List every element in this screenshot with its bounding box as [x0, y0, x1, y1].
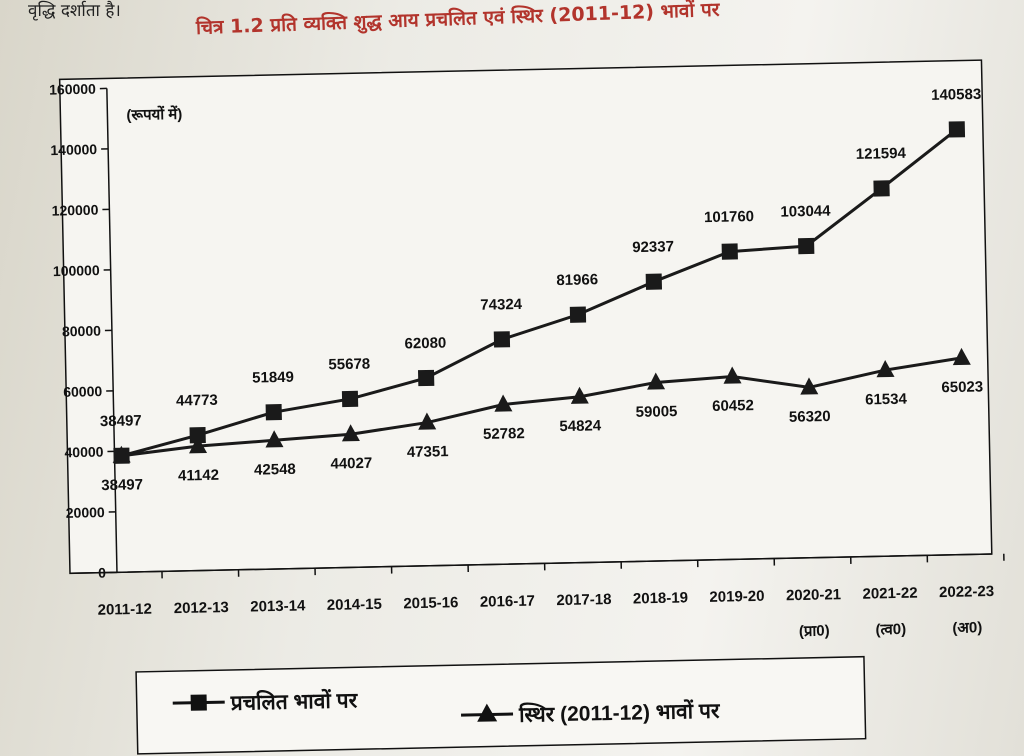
square-marker — [189, 426, 206, 444]
legend-box — [135, 655, 867, 755]
x-tick-label: 2018-19 — [633, 589, 688, 607]
square-marker — [645, 273, 662, 290]
data-label-constant: 65023 — [941, 378, 983, 396]
data-label-current: 121594 — [856, 145, 907, 163]
y-tick-label: 20000 — [66, 504, 105, 521]
x-tick-label: 2011-12 — [97, 601, 152, 619]
data-label-constant: 52782 — [483, 425, 525, 443]
data-label-constant: 59005 — [636, 403, 678, 421]
triangle-marker — [952, 347, 971, 366]
series-markers — [112, 121, 971, 464]
triangle-marker — [418, 412, 437, 430]
series-line-current — [121, 128, 958, 458]
y-tick-label: 100000 — [53, 262, 100, 279]
triangle-marker — [570, 386, 589, 404]
x-tick-label: 2020-21 — [786, 586, 841, 604]
x-tick-label: 2022-23 — [939, 583, 994, 601]
legend-square-marker — [190, 694, 207, 711]
x-tick-label: 2017-18 — [556, 591, 611, 609]
data-label-constant: 38497 — [101, 476, 143, 494]
triangle-marker — [189, 436, 208, 454]
square-marker — [417, 369, 435, 387]
data-labels: 38497 44773 51849 55678 62080 74324 81966 92337… — [100, 86, 984, 494]
y-tick-label: 60000 — [63, 383, 102, 400]
y-ticks: 0 20000 40000 60000 80000 100000 120000 140000 1… — [49, 81, 117, 581]
triangle-marker — [723, 366, 742, 384]
x-tick-label: 2019-20 — [709, 588, 764, 606]
data-label-current: 101760 — [704, 208, 754, 226]
data-label-constant: 56320 — [789, 408, 831, 426]
legend-label-constant: स्थिर (2011-12) भावों पर — [518, 698, 721, 727]
data-label-current: 55678 — [328, 356, 370, 374]
triangle-marker — [112, 445, 131, 463]
square-marker — [948, 121, 966, 138]
x-tick-label: 2013-14 — [250, 597, 306, 615]
x-tick-note: (अ0) — [952, 619, 982, 637]
series-line-constant — [121, 356, 962, 458]
data-label-constant: 60452 — [712, 397, 754, 415]
triangle-marker — [647, 372, 666, 390]
data-label-current: 62080 — [404, 335, 446, 353]
legend: प्रचलित भावों पर स्थिर (2011-12) भावों प… — [135, 655, 867, 755]
x-axis — [69, 553, 992, 575]
square-marker — [873, 180, 890, 197]
data-label-constant: 42548 — [254, 461, 296, 479]
data-label-current: 140583 — [931, 86, 981, 104]
data-label-constant: 44027 — [330, 455, 372, 473]
square-marker — [265, 403, 282, 421]
y-tick-label: 40000 — [64, 444, 103, 461]
square-marker — [341, 390, 359, 408]
unit-label: (रूपयों में) — [126, 105, 182, 124]
x-tick-note: (प्रा0) — [799, 622, 830, 640]
data-label-current: 74324 — [480, 296, 523, 314]
triangle-marker — [265, 430, 284, 448]
legend-triangle-marker — [477, 703, 498, 722]
triangle-marker — [800, 377, 819, 395]
square-marker — [569, 306, 587, 323]
square-marker — [798, 237, 815, 255]
triangle-marker — [876, 360, 895, 378]
legend-label-current: प्रचलित भावों पर — [229, 687, 358, 715]
data-label-current: 51849 — [252, 369, 294, 387]
x-tick-label: 2014-15 — [327, 596, 382, 614]
triangle-marker — [494, 394, 513, 412]
data-label-current: 103044 — [780, 203, 831, 221]
y-tick-label: 120000 — [52, 202, 99, 219]
y-tick-label: 80000 — [62, 323, 101, 340]
x-tick-label: 2016-17 — [480, 593, 535, 611]
x-tick-label: 2015-16 — [403, 594, 458, 612]
y-tick-label: 0 — [98, 565, 106, 581]
data-label-current: 44773 — [176, 392, 218, 410]
square-marker — [493, 331, 511, 348]
data-label-current: 92337 — [632, 238, 674, 256]
triangle-marker — [341, 424, 360, 442]
data-label-constant: 47351 — [407, 443, 449, 461]
y-tick-label: 160000 — [49, 81, 96, 98]
data-label-current: 38497 — [100, 412, 142, 430]
data-label-constant: 41142 — [178, 467, 219, 485]
x-ticks: 2011-12 2012-13 2013-14 2014-15 2015-16 2016-… — [97, 553, 1005, 640]
data-label-constant: 61534 — [865, 391, 908, 409]
plot-frame — [58, 59, 993, 575]
x-tick-label: 2012-13 — [174, 599, 229, 617]
preceding-text: वृद्धि दर्शाता है। — [28, 1, 121, 21]
square-marker — [721, 243, 738, 260]
x-tick-label: 2021-22 — [862, 585, 917, 603]
y-tick-label: 140000 — [50, 141, 97, 158]
series-lines — [121, 128, 962, 458]
x-tick-note: (त्व0) — [875, 621, 906, 639]
data-label-constant: 54824 — [559, 417, 602, 435]
data-label-current: 81966 — [556, 271, 598, 289]
